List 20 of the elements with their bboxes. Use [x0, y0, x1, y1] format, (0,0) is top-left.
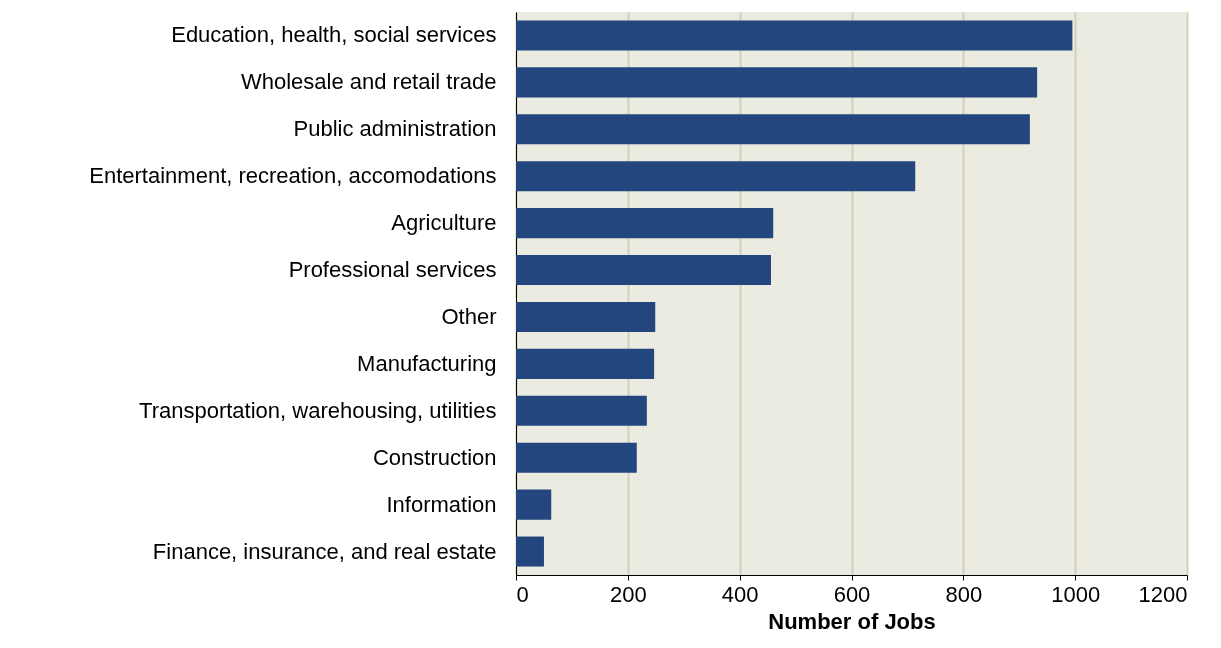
y-tick-label: Finance, insurance, and real estate: [152, 538, 497, 564]
x-tick-label: 1000: [1051, 581, 1101, 607]
y-tick-label: Professional services: [288, 257, 497, 283]
x-axis-title: Number of Jobs: [768, 608, 936, 634]
x-tick-label: 600: [833, 581, 871, 607]
y-tick-label: Transportation, warehousing, utilities: [139, 397, 497, 423]
y-tick-label: Education, health, social services: [171, 22, 497, 48]
y-tick-label: Public administration: [293, 116, 497, 142]
y-tick-label: Manufacturing: [357, 350, 497, 376]
y-tick-label: Other: [441, 303, 497, 329]
x-tick-label: 1200: [1138, 581, 1188, 607]
y-tick-label: Entertainment, recreation, accomodations: [89, 163, 497, 189]
y-tick-label: Wholesale and retail trade: [240, 69, 497, 95]
y-tick-label: Agriculture: [391, 210, 497, 236]
y-tick-label: Information: [386, 491, 497, 517]
x-tick-label: 200: [609, 581, 647, 607]
x-tick-label: 0: [516, 581, 529, 607]
x-tick-label: 400: [721, 581, 759, 607]
x-tick-label: 800: [945, 581, 983, 607]
y-tick-label: Construction: [372, 444, 497, 470]
